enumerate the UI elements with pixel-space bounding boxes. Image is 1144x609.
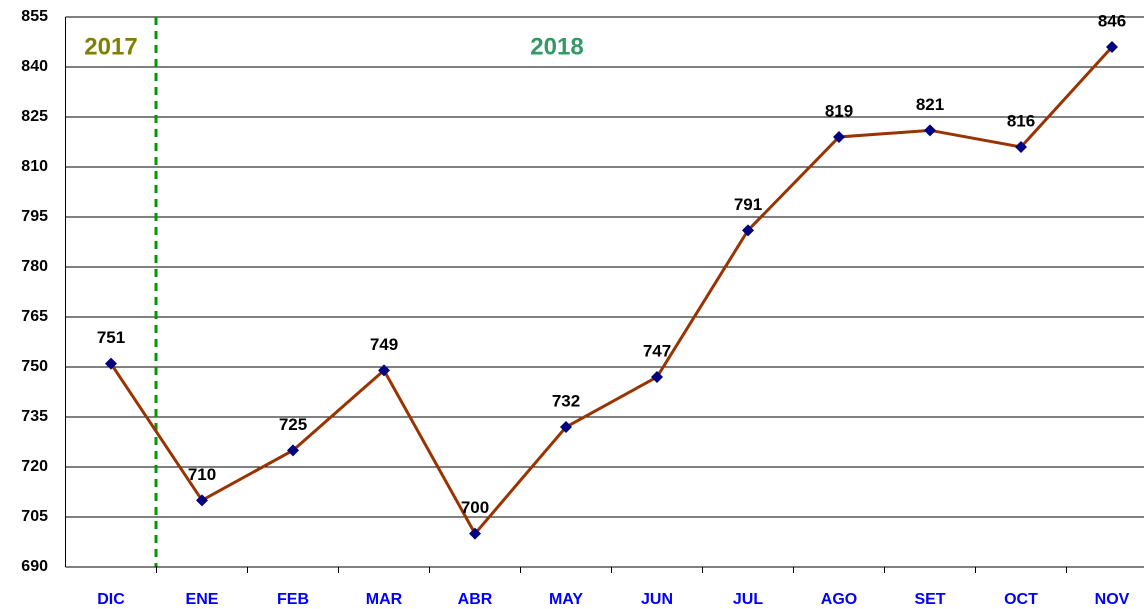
- x-tick-label: MAY: [549, 591, 583, 608]
- value-label: 791: [734, 195, 762, 214]
- marker: [105, 357, 117, 370]
- annotation: 2017: [84, 33, 137, 60]
- value-label: 821: [916, 95, 944, 114]
- x-tick-label: JUL: [733, 591, 763, 608]
- value-label: 732: [552, 391, 580, 410]
- value-label: 819: [825, 101, 853, 120]
- value-label: 710: [188, 465, 216, 484]
- marker: [1015, 141, 1027, 153]
- x-tick-label: MAR: [366, 591, 403, 608]
- value-label: 725: [279, 415, 307, 434]
- y-tick-label: 780: [21, 258, 48, 275]
- marker: [651, 371, 663, 383]
- x-tick-label: JUN: [641, 591, 673, 608]
- value-label: 749: [370, 335, 398, 354]
- marker: [560, 421, 572, 433]
- y-tick-label: 825: [21, 108, 48, 125]
- value-label: 751: [97, 328, 125, 347]
- y-tick-label: 750: [21, 358, 48, 375]
- marker: [742, 224, 754, 237]
- x-tick-label: AGO: [821, 591, 857, 608]
- x-tick-label: FEB: [277, 591, 309, 608]
- value-label: 846: [1098, 11, 1126, 30]
- marker: [469, 527, 481, 540]
- value-label: 747: [643, 341, 671, 360]
- x-tick-label: ENE: [186, 591, 219, 608]
- marker: [196, 494, 208, 507]
- marker: [1106, 41, 1118, 53]
- y-tick-label: 690: [21, 558, 48, 575]
- marker: [924, 124, 936, 137]
- y-tick-label: 735: [21, 408, 48, 425]
- x-tick-label: SET: [914, 591, 945, 608]
- y-tick-label: 720: [21, 458, 48, 475]
- marker: [287, 444, 299, 457]
- marker: [378, 364, 390, 377]
- y-tick-label: 795: [21, 208, 48, 225]
- y-tick-label: 810: [21, 158, 48, 175]
- x-tick-label: NOV: [1095, 591, 1130, 608]
- y-tick-label: 855: [21, 8, 48, 25]
- y-tick-label: 765: [21, 308, 48, 325]
- y-tick-label: 840: [21, 58, 48, 75]
- x-tick-label: OCT: [1004, 591, 1038, 608]
- marker: [833, 131, 845, 143]
- value-label: 816: [1007, 111, 1035, 130]
- y-tick-label: 705: [21, 508, 48, 525]
- annotation: 2018: [530, 33, 583, 60]
- value-label: 700: [461, 498, 489, 517]
- x-tick-label: ABR: [458, 591, 493, 608]
- x-tick-label: DIC: [97, 591, 125, 608]
- line: [109, 45, 1114, 537]
